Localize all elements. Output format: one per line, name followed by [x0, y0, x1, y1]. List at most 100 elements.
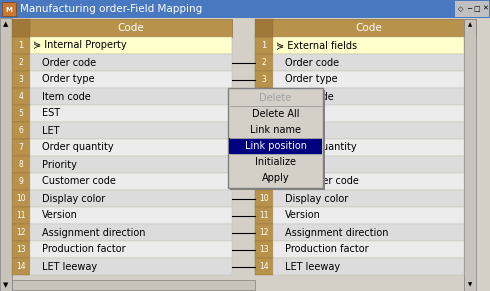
Text: ▼: ▼	[3, 282, 9, 288]
Bar	[30, 37, 232, 54]
Text: Order code: Order code	[285, 58, 339, 68]
Bar	[455, 1, 489, 17]
Bar	[255, 37, 273, 54]
Text: 14: 14	[259, 262, 269, 271]
Bar	[255, 105, 273, 122]
Bar	[30, 54, 232, 71]
Text: 4: 4	[262, 92, 267, 101]
Text: Version: Version	[285, 210, 321, 221]
Text: 5: 5	[262, 109, 267, 118]
Text: 4: 4	[19, 92, 24, 101]
Bar	[12, 37, 30, 54]
Bar	[255, 224, 273, 241]
Bar	[255, 122, 273, 139]
Bar	[273, 156, 464, 173]
Bar	[255, 207, 273, 224]
Bar	[229, 138, 322, 154]
Bar	[30, 190, 232, 207]
Text: Production factor: Production factor	[42, 244, 125, 255]
Text: Link name: Link name	[250, 125, 301, 135]
Text: 2: 2	[262, 58, 267, 67]
Text: ⋟ External fields: ⋟ External fields	[276, 40, 357, 51]
Text: □: □	[474, 6, 480, 12]
Text: 10: 10	[16, 194, 26, 203]
Bar	[30, 139, 232, 156]
Text: Order quantity: Order quantity	[42, 143, 114, 152]
Bar	[30, 156, 232, 173]
Bar	[12, 207, 30, 224]
Text: M: M	[5, 7, 12, 13]
Text: Assignment direction: Assignment direction	[42, 228, 146, 237]
Text: 8: 8	[262, 160, 267, 169]
Text: Initialize: Initialize	[255, 157, 296, 167]
Bar	[273, 71, 464, 88]
Text: Order type: Order type	[285, 74, 338, 84]
Bar	[12, 122, 30, 139]
Text: 6: 6	[262, 126, 267, 135]
Text: 12: 12	[16, 228, 26, 237]
Bar	[12, 224, 30, 241]
Bar	[255, 173, 273, 190]
Text: Assignment direction: Assignment direction	[285, 228, 389, 237]
Text: 6: 6	[19, 126, 24, 135]
Text: ✕: ✕	[482, 6, 488, 12]
Text: 14: 14	[16, 262, 26, 271]
Text: Apply: Apply	[262, 173, 289, 183]
Text: Customer code: Customer code	[42, 177, 116, 187]
Bar	[12, 71, 30, 88]
Bar	[30, 258, 232, 275]
Bar	[255, 71, 273, 88]
Bar	[12, 19, 30, 37]
Bar	[273, 37, 464, 54]
Bar	[273, 258, 464, 275]
Text: 12: 12	[259, 228, 269, 237]
Bar	[230, 90, 325, 190]
Text: 1: 1	[19, 41, 24, 50]
Text: EST: EST	[285, 109, 303, 118]
Bar	[228, 88, 323, 188]
Bar	[12, 19, 232, 37]
Bar	[12, 190, 30, 207]
Text: ─: ─	[467, 6, 471, 12]
Text: 9: 9	[262, 177, 267, 186]
Text: 2: 2	[19, 58, 24, 67]
Text: LET leeway: LET leeway	[285, 262, 340, 272]
Bar	[30, 122, 232, 139]
Bar	[0, 18, 12, 291]
Bar	[464, 19, 476, 291]
Text: Display color: Display color	[285, 194, 348, 203]
Text: Item code: Item code	[42, 91, 91, 102]
Text: Production factor: Production factor	[285, 244, 368, 255]
Bar	[273, 190, 464, 207]
Bar	[30, 88, 232, 105]
Text: Item code: Item code	[285, 91, 334, 102]
Text: Delete All: Delete All	[252, 109, 299, 119]
Text: 3: 3	[19, 75, 24, 84]
Bar	[255, 241, 273, 258]
Bar	[273, 207, 464, 224]
Bar	[12, 105, 30, 122]
Bar	[12, 241, 30, 258]
Bar	[255, 258, 273, 275]
Text: 11: 11	[16, 211, 26, 220]
Text: Priority: Priority	[42, 159, 77, 169]
Text: LET: LET	[285, 125, 302, 136]
Text: 10: 10	[259, 194, 269, 203]
Text: ▲: ▲	[468, 22, 472, 28]
Bar	[273, 105, 464, 122]
Bar	[273, 122, 464, 139]
Bar	[255, 190, 273, 207]
Text: Order quantity: Order quantity	[285, 143, 357, 152]
Text: ▲: ▲	[3, 21, 9, 27]
Text: Order code: Order code	[42, 58, 96, 68]
Bar	[255, 88, 273, 105]
Bar	[30, 173, 232, 190]
Text: 3: 3	[262, 75, 267, 84]
Bar	[12, 139, 30, 156]
Bar	[255, 156, 273, 173]
Text: ◇: ◇	[458, 6, 464, 12]
Text: EST: EST	[42, 109, 60, 118]
Bar	[12, 156, 30, 173]
Bar	[12, 258, 30, 275]
Bar	[12, 173, 30, 190]
